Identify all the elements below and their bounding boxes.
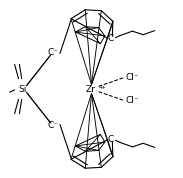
Text: Si: Si	[18, 85, 26, 93]
Text: C⁻: C⁻	[48, 48, 59, 57]
Text: Cl⁻: Cl⁻	[125, 96, 139, 105]
Text: C⁻: C⁻	[48, 121, 59, 130]
Text: Cl⁻: Cl⁻	[125, 73, 139, 82]
Text: 4+: 4+	[99, 85, 107, 90]
Text: Zr: Zr	[86, 85, 96, 93]
Text: C: C	[107, 34, 113, 43]
Text: C: C	[107, 135, 113, 144]
